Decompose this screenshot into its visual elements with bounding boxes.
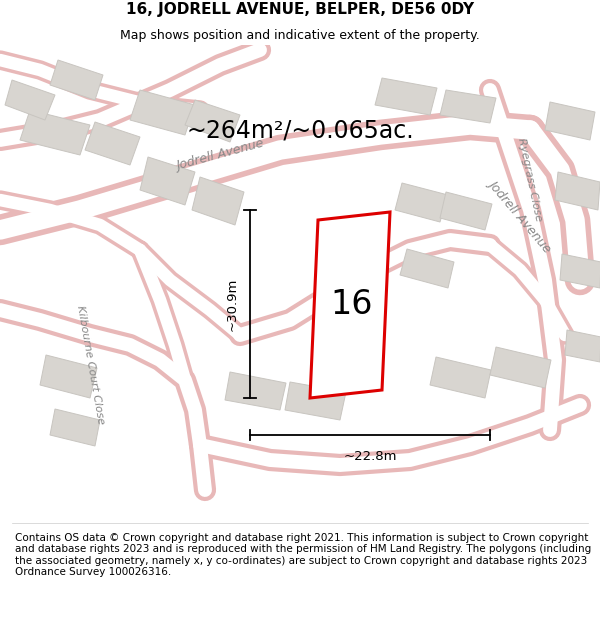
Polygon shape <box>185 100 240 142</box>
Polygon shape <box>490 347 551 388</box>
Polygon shape <box>430 357 491 398</box>
Polygon shape <box>85 122 140 165</box>
Polygon shape <box>395 183 448 222</box>
Polygon shape <box>40 355 97 398</box>
Polygon shape <box>50 409 100 446</box>
Polygon shape <box>375 78 437 115</box>
Text: Jodrell Avenue: Jodrell Avenue <box>486 176 554 254</box>
Polygon shape <box>560 254 600 288</box>
Polygon shape <box>440 192 492 230</box>
Polygon shape <box>285 382 346 420</box>
Text: Jodrell Avenue: Jodrell Avenue <box>175 137 265 173</box>
Text: 16: 16 <box>331 289 373 321</box>
Text: ~30.9m: ~30.9m <box>226 278 239 331</box>
Polygon shape <box>20 110 90 155</box>
Polygon shape <box>5 80 55 120</box>
Text: ~264m²/~0.065ac.: ~264m²/~0.065ac. <box>186 118 414 142</box>
Polygon shape <box>555 172 600 210</box>
Text: Kilbourne Court Close: Kilbourne Court Close <box>74 305 106 425</box>
Polygon shape <box>130 90 195 135</box>
Text: Map shows position and indicative extent of the property.: Map shows position and indicative extent… <box>120 29 480 42</box>
Text: Ryegrass Close: Ryegrass Close <box>516 138 544 222</box>
Text: Contains OS data © Crown copyright and database right 2021. This information is : Contains OS data © Crown copyright and d… <box>15 532 591 578</box>
Polygon shape <box>225 372 286 410</box>
Polygon shape <box>140 157 195 205</box>
Polygon shape <box>545 102 595 140</box>
Text: 16, JODRELL AVENUE, BELPER, DE56 0DY: 16, JODRELL AVENUE, BELPER, DE56 0DY <box>126 2 474 18</box>
Polygon shape <box>310 212 390 398</box>
Text: ~22.8m: ~22.8m <box>343 451 397 464</box>
Polygon shape <box>565 330 600 362</box>
Polygon shape <box>400 249 454 288</box>
Polygon shape <box>50 60 103 100</box>
Polygon shape <box>440 90 496 123</box>
Polygon shape <box>192 177 244 225</box>
